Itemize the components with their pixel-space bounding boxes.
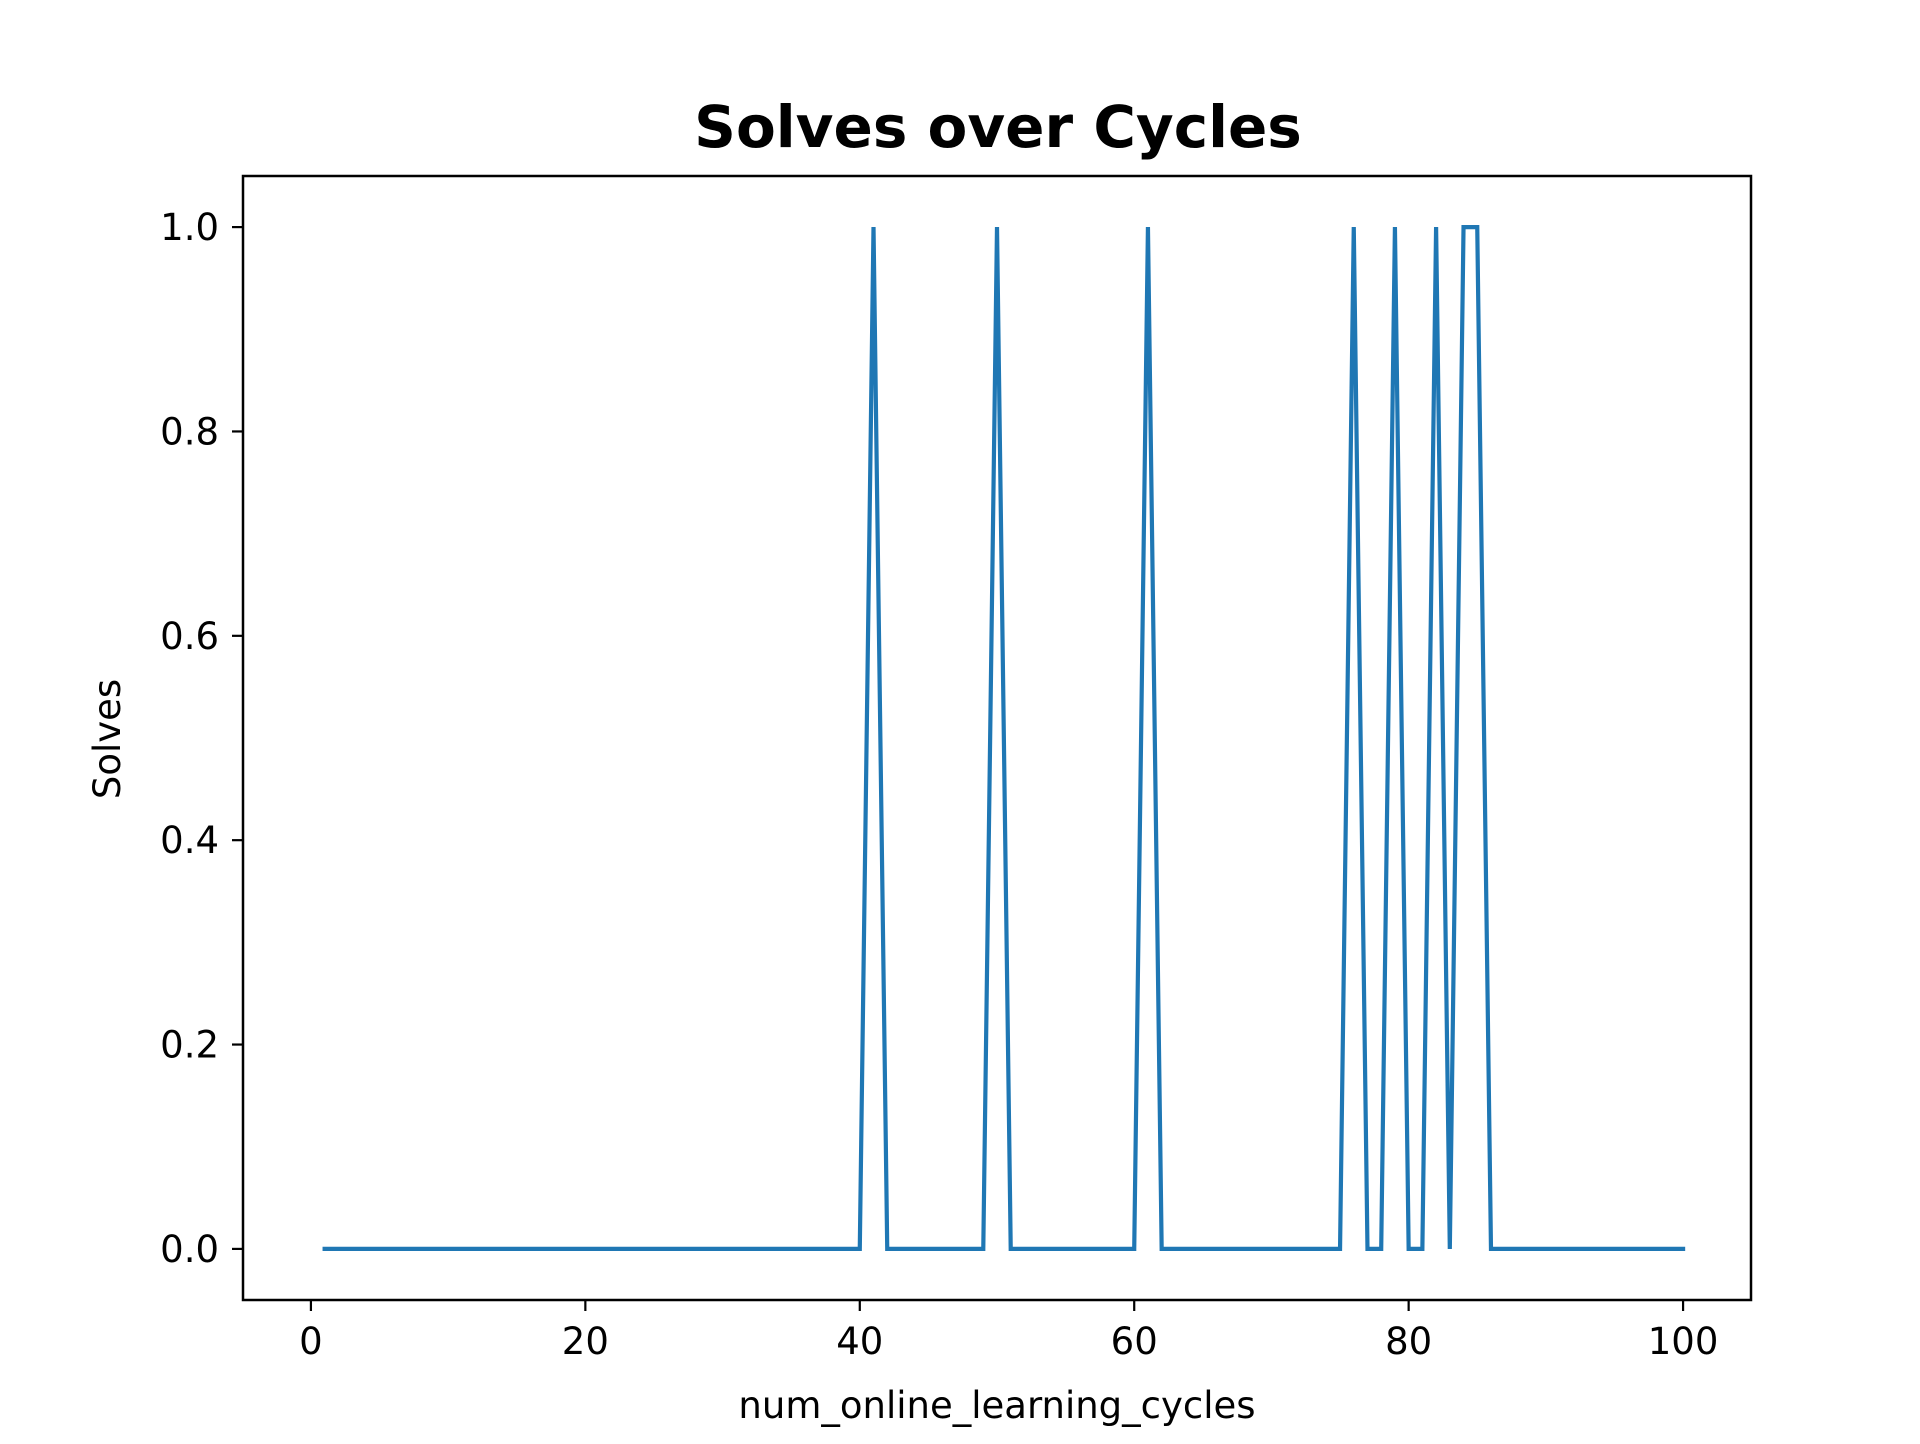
chart-title: Solves over Cycles	[694, 93, 1302, 161]
x-tick-label: 80	[1385, 1320, 1432, 1363]
y-tick-label: 0.0	[160, 1228, 219, 1271]
y-axis: 0.0 0.2 0.4 0.6 0.8 1.0	[160, 206, 243, 1271]
y-axis-label: Solves	[86, 679, 129, 799]
x-tick-label: 100	[1648, 1320, 1719, 1363]
x-axis-label: num_online_learning_cycles	[738, 1384, 1255, 1427]
plot-area	[322, 224, 1686, 1252]
x-tick-label: 60	[1111, 1320, 1158, 1363]
x-tick-label: 20	[562, 1320, 609, 1363]
x-tick-label: 0	[299, 1320, 323, 1363]
y-tick-label: 0.8	[160, 410, 219, 453]
y-tick-label: 0.4	[160, 819, 219, 862]
x-axis: 0 20 40 60 80 100	[299, 1300, 1718, 1363]
y-tick-label: 0.6	[160, 615, 219, 658]
x-tick-label: 40	[836, 1320, 883, 1363]
series-line-0	[322, 224, 1686, 1252]
y-tick-label: 1.0	[160, 206, 219, 249]
y-tick-label: 0.2	[160, 1024, 219, 1067]
axes-frame	[241, 174, 1753, 1302]
